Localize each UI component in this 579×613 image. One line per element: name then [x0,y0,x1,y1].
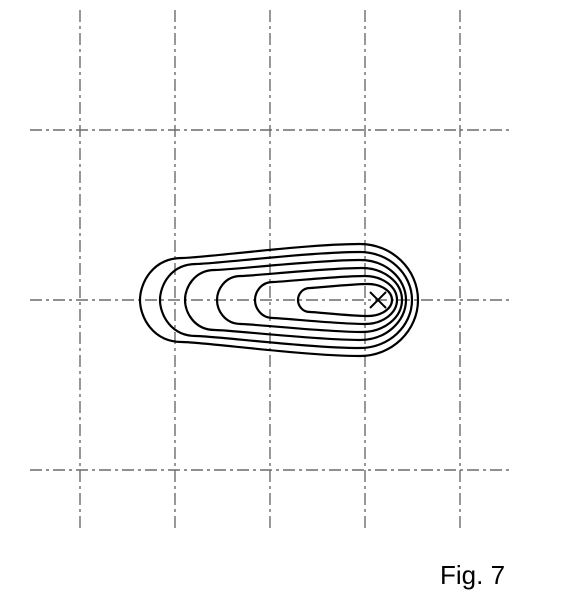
figure-caption: Fig. 7 [440,560,505,591]
contour-plot [0,0,579,613]
plot-svg [0,0,579,613]
